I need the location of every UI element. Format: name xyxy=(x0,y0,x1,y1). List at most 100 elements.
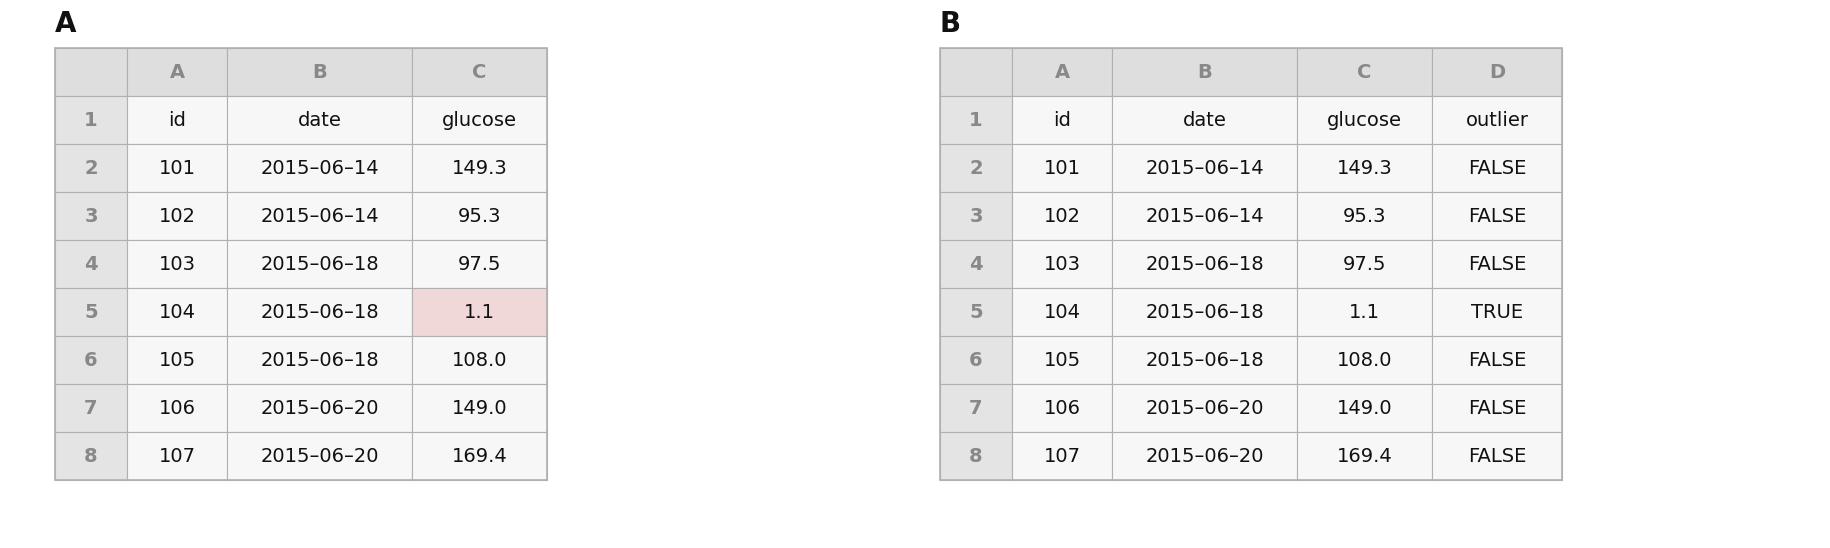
Bar xyxy=(1111,432,1296,480)
Bar xyxy=(412,240,547,288)
Bar xyxy=(55,192,126,240)
Bar xyxy=(55,240,126,288)
Bar xyxy=(1296,288,1431,336)
Text: 97.5: 97.5 xyxy=(1341,254,1385,273)
Text: A: A xyxy=(170,62,185,82)
Text: A: A xyxy=(1054,62,1069,82)
Bar xyxy=(126,240,227,288)
Bar xyxy=(126,48,227,96)
Bar xyxy=(412,432,547,480)
Text: D: D xyxy=(1488,62,1504,82)
Text: 2015–06–20: 2015–06–20 xyxy=(1144,398,1263,418)
Text: FALSE: FALSE xyxy=(1468,207,1526,225)
Bar xyxy=(1296,432,1431,480)
Text: 104: 104 xyxy=(159,302,196,322)
Text: 2015–06–20: 2015–06–20 xyxy=(1144,447,1263,465)
Bar xyxy=(1296,384,1431,432)
Text: B: B xyxy=(311,62,328,82)
Bar xyxy=(939,48,1012,96)
Bar xyxy=(1431,240,1561,288)
Text: 103: 103 xyxy=(159,254,196,273)
Text: 104: 104 xyxy=(1043,302,1080,322)
Bar xyxy=(1012,384,1111,432)
Bar xyxy=(1296,48,1431,96)
Text: 106: 106 xyxy=(159,398,196,418)
Text: 2015–06–14: 2015–06–14 xyxy=(260,158,379,178)
Text: FALSE: FALSE xyxy=(1468,158,1526,178)
Bar xyxy=(412,96,547,144)
Bar xyxy=(939,144,1012,192)
Bar xyxy=(126,144,227,192)
Bar xyxy=(939,192,1012,240)
Bar xyxy=(227,192,412,240)
Bar xyxy=(55,384,126,432)
Bar xyxy=(939,288,1012,336)
Bar xyxy=(1111,336,1296,384)
Text: 101: 101 xyxy=(1043,158,1080,178)
Text: 169.4: 169.4 xyxy=(1336,447,1391,465)
Text: 149.3: 149.3 xyxy=(1336,158,1391,178)
Text: 106: 106 xyxy=(1043,398,1080,418)
Text: 1: 1 xyxy=(968,111,983,129)
Bar xyxy=(227,144,412,192)
Bar xyxy=(126,432,227,480)
Bar xyxy=(1111,384,1296,432)
Text: 2015–06–18: 2015–06–18 xyxy=(1144,351,1263,369)
Text: glucose: glucose xyxy=(441,111,516,129)
Text: 105: 105 xyxy=(1043,351,1080,369)
Text: 2015–06–20: 2015–06–20 xyxy=(260,447,379,465)
Text: 5: 5 xyxy=(84,302,97,322)
Text: 2015–06–14: 2015–06–14 xyxy=(1144,207,1263,225)
Text: 97.5: 97.5 xyxy=(458,254,501,273)
Text: 105: 105 xyxy=(159,351,196,369)
Text: 3: 3 xyxy=(968,207,983,225)
Bar xyxy=(1431,432,1561,480)
Bar xyxy=(412,336,547,384)
Bar xyxy=(1431,336,1561,384)
Bar xyxy=(1431,288,1561,336)
Bar xyxy=(126,384,227,432)
Text: 2: 2 xyxy=(968,158,983,178)
Bar xyxy=(1431,48,1561,96)
Text: glucose: glucose xyxy=(1327,111,1402,129)
Bar xyxy=(1111,192,1296,240)
Bar xyxy=(227,432,412,480)
Bar xyxy=(412,192,547,240)
Bar xyxy=(939,384,1012,432)
Text: 2015–06–18: 2015–06–18 xyxy=(260,351,379,369)
Bar xyxy=(939,240,1012,288)
Bar xyxy=(1431,144,1561,192)
Bar xyxy=(1111,240,1296,288)
Bar xyxy=(412,288,547,336)
Text: 107: 107 xyxy=(1043,447,1080,465)
Text: 95.3: 95.3 xyxy=(1341,207,1385,225)
Text: id: id xyxy=(1052,111,1071,129)
Bar xyxy=(1296,192,1431,240)
Text: id: id xyxy=(168,111,187,129)
Bar xyxy=(227,384,412,432)
Text: 8: 8 xyxy=(968,447,983,465)
Text: 102: 102 xyxy=(159,207,196,225)
Bar xyxy=(55,48,547,480)
Text: FALSE: FALSE xyxy=(1468,351,1526,369)
Bar xyxy=(1431,96,1561,144)
Bar xyxy=(1012,48,1111,96)
Bar xyxy=(55,144,126,192)
Text: 2015–06–18: 2015–06–18 xyxy=(1144,302,1263,322)
Bar xyxy=(1012,240,1111,288)
Text: 2015–06–20: 2015–06–20 xyxy=(260,398,379,418)
Text: 3: 3 xyxy=(84,207,97,225)
Bar xyxy=(1012,432,1111,480)
Text: date: date xyxy=(298,111,340,129)
Text: B: B xyxy=(939,10,961,38)
Text: 7: 7 xyxy=(968,398,983,418)
Text: 4: 4 xyxy=(84,254,97,273)
Text: C: C xyxy=(472,62,487,82)
Bar xyxy=(1012,96,1111,144)
Bar xyxy=(939,48,1561,480)
Bar xyxy=(939,96,1012,144)
Bar xyxy=(939,432,1012,480)
Text: 108.0: 108.0 xyxy=(452,351,507,369)
Text: 101: 101 xyxy=(159,158,196,178)
Text: 149.0: 149.0 xyxy=(452,398,507,418)
